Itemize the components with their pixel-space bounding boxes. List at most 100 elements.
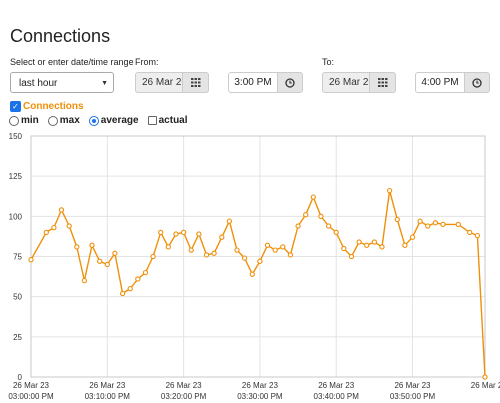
chevron-down-icon: ▼ (101, 80, 108, 87)
data-point (325, 223, 332, 229)
y-tick-label: 125 (9, 172, 23, 181)
radio-max-label: max (59, 115, 80, 126)
y-tick-label: 25 (13, 333, 22, 342)
data-point (58, 207, 65, 213)
data-point (74, 244, 80, 250)
calendar-grid-icon (377, 78, 387, 87)
radio-average-label: average (100, 115, 139, 126)
data-point (341, 245, 347, 252)
x-tick-label-time: 03:10:00 PM (85, 392, 131, 401)
radio-selected-icon[interactable] (88, 115, 99, 126)
calendar-grid-icon (190, 78, 200, 87)
data-point (295, 223, 301, 229)
data-point (386, 187, 393, 194)
x-tick-label-date: 26 Mar 23 (318, 381, 355, 390)
series-line (30, 189, 486, 378)
data-point (119, 290, 126, 297)
range-select[interactable]: last hour ▼ (10, 72, 114, 93)
range-label: Select or enter date/time range (10, 57, 134, 67)
data-point (394, 216, 400, 223)
actual-checkbox-label: actual (158, 115, 188, 126)
data-point (234, 247, 240, 253)
to-clock-button[interactable] (465, 72, 490, 93)
data-point (348, 253, 355, 260)
data-point (43, 229, 49, 236)
data-point (28, 257, 34, 263)
radio-icon[interactable] (9, 115, 19, 126)
data-point (303, 212, 309, 218)
y-tick-label: 0 (18, 373, 23, 382)
data-point (226, 218, 233, 224)
to-time-input[interactable]: 4:00 PM (415, 72, 465, 93)
data-point (97, 258, 103, 264)
checkbox-checked-icon[interactable]: ✓ (10, 101, 21, 112)
data-point (196, 231, 202, 237)
data-point (150, 253, 156, 260)
from-date-input[interactable]: 26 Mar 2023 (135, 72, 183, 93)
data-point (89, 242, 95, 248)
data-point (333, 229, 339, 236)
data-point (180, 229, 187, 236)
data-point (219, 234, 225, 240)
x-tick-label-time: 03:30:00 PM (237, 392, 283, 401)
connections-toggle[interactable]: ✓ Connections (10, 101, 84, 112)
from-label: From: (135, 57, 159, 67)
x-tick-label-time: 03:20:00 PM (161, 392, 207, 401)
data-point (402, 242, 408, 248)
data-point (371, 239, 378, 245)
page-title: Connections (10, 26, 111, 46)
data-point (467, 229, 473, 236)
data-point (482, 374, 488, 380)
x-tick-label-date: 26 Mar 23 (166, 381, 203, 390)
to-label: To: (322, 57, 335, 67)
y-tick-label: 50 (13, 293, 22, 302)
checkbox-icon[interactable] (147, 116, 157, 125)
data-point (142, 269, 149, 276)
data-point (257, 258, 263, 264)
y-tick-label: 75 (13, 253, 22, 262)
x-tick-label-time: 03:50:00 PM (390, 392, 436, 401)
data-point (455, 221, 461, 228)
y-tick-label: 100 (9, 212, 23, 221)
to-date-input[interactable]: 26 Mar 2023 (322, 72, 370, 93)
data-point (310, 194, 316, 200)
radio-min[interactable]: min (9, 115, 39, 126)
data-point (165, 244, 171, 250)
x-tick-label-date: 26 Mar 23 (242, 381, 279, 390)
data-point (135, 276, 141, 282)
plot-frame (30, 135, 486, 378)
actual-checkbox[interactable]: actual (147, 115, 188, 126)
from-calendar-button[interactable] (183, 72, 209, 93)
data-point (203, 252, 210, 258)
data-point (432, 220, 439, 226)
data-point (379, 244, 385, 250)
data-point (409, 234, 416, 240)
aggregation-options: min max average actual (9, 115, 197, 126)
to-calendar-button[interactable] (370, 72, 396, 93)
data-point (264, 242, 271, 248)
y-tick-label: 150 (9, 132, 23, 141)
data-point (158, 229, 164, 236)
from-time-input[interactable]: 3:00 PM (228, 72, 278, 93)
radio-max[interactable]: max (47, 115, 80, 126)
radio-icon[interactable] (47, 115, 58, 126)
radio-average[interactable]: average (88, 115, 139, 126)
data-point (112, 250, 118, 256)
data-point (272, 247, 278, 253)
data-point (188, 247, 194, 253)
data-point (417, 218, 423, 224)
x-tick-label-time: 03:40:00 PM (314, 392, 360, 401)
from-clock-button[interactable] (278, 72, 303, 93)
data-point (474, 232, 481, 239)
x-tick-label-time: 03:00:00 PM (8, 392, 54, 401)
clock-icon (472, 77, 482, 88)
data-point (287, 252, 294, 258)
x-tick-label-date: 26 Mar 23 (13, 381, 50, 390)
data-point (66, 223, 72, 229)
x-tick-label-date: 26 Mar 23 (394, 381, 431, 390)
connections-chart: 0 25 50 75 100 125 150 26 Mar 23 03:00:00 PM 26 M… (8, 132, 500, 401)
data-point (173, 231, 179, 237)
data-point (440, 221, 446, 228)
data-point (249, 271, 255, 277)
x-tick-label-date: 26 Mar 23 (89, 381, 126, 390)
